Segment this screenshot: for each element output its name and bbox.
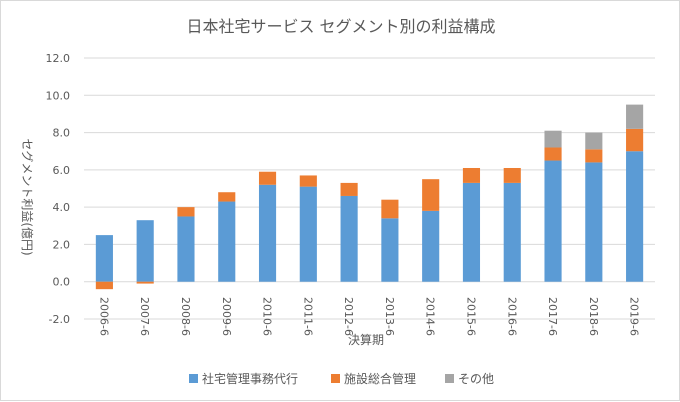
bar-segment [258, 171, 277, 185]
legend-swatch [189, 374, 198, 383]
bar-segment [177, 216, 195, 282]
bar-segment [299, 186, 317, 282]
x-tick-label: 2007-6 [138, 297, 151, 336]
legend-label: 施設総合管理 [344, 371, 416, 386]
y-tick-label: 4.0 [53, 201, 71, 214]
x-tick-label: 2008-6 [179, 297, 192, 336]
y-tick-label: 12.0 [46, 52, 71, 65]
y-tick-label: -2.0 [49, 313, 70, 326]
x-tick-label: 2014-6 [424, 297, 437, 336]
legend-label: その他 [458, 372, 494, 386]
bar-segment [544, 130, 562, 148]
bar-segment [626, 151, 644, 282]
x-tick-label: 2013-6 [383, 297, 396, 336]
y-tick-label: 8.0 [53, 127, 71, 140]
bar-segment [218, 192, 236, 202]
x-tick-label: 2011-6 [301, 297, 314, 336]
x-tick-label: 2010-6 [261, 297, 274, 336]
bar-segment [381, 218, 399, 282]
x-tick-label: 2012-6 [342, 297, 355, 336]
legend-swatch [445, 374, 454, 383]
x-tick-label: 2019-6 [628, 297, 641, 336]
x-tick-label: 2015-6 [464, 297, 477, 336]
bar-segment [462, 182, 481, 282]
bars [95, 104, 644, 290]
bar-segment [340, 182, 358, 196]
bar-segment [136, 220, 154, 282]
bar-segment [585, 132, 603, 150]
legend-swatch [331, 374, 340, 383]
bar-segment [340, 195, 358, 282]
legend-label: 社宅管理事務代行 [202, 371, 298, 386]
bar-segment [585, 149, 603, 163]
x-tick-label: 2017-6 [546, 297, 559, 336]
gridlines [84, 57, 655, 320]
bar-segment [462, 167, 481, 183]
bar-segment [258, 184, 277, 282]
bar-segment [503, 167, 521, 183]
bar-segment [95, 281, 113, 290]
chart-title: 日本社宅サービス セグメント別の利益構成 [186, 17, 495, 36]
y-axis-label: セグメント利益(億円) [20, 138, 34, 255]
bar-segment [544, 147, 562, 161]
bar-segment [136, 281, 154, 284]
bar-segment [299, 175, 317, 187]
bar-segment [381, 199, 399, 219]
y-tick-label: 10.0 [46, 89, 71, 102]
x-axis-label: 決算期 [348, 332, 384, 347]
bar-segment [626, 104, 644, 129]
y-tick-label: 2.0 [53, 238, 71, 251]
bar-segment [95, 235, 113, 282]
y-tick-label: 6.0 [53, 164, 71, 177]
x-tick-label: 2016-6 [505, 297, 518, 336]
bar-segment [626, 128, 644, 152]
bar-segment [544, 160, 562, 282]
bar-segment [422, 179, 440, 211]
y-tick-label: 0.0 [53, 276, 71, 289]
bar-segment [503, 182, 521, 282]
bar-segment [422, 210, 440, 282]
x-axis-ticks: 2006-6 2007-6 2008-6 2009-6 2010-6 2011-6 2012… [97, 297, 640, 336]
legend: 社宅管理事務代行 施設総合管理 その他 [189, 371, 494, 386]
bar-segment [177, 207, 195, 217]
y-axis-ticks: -2.0 0.0 2.0 4.0 6.0 8.0 10.0 12.0 [46, 52, 71, 326]
bar-segment [585, 162, 603, 282]
x-tick-label: 2018-6 [587, 297, 600, 336]
x-tick-label: 2009-6 [220, 297, 233, 336]
bar-segment [218, 201, 236, 282]
x-tick-label: 2006-6 [97, 297, 110, 336]
